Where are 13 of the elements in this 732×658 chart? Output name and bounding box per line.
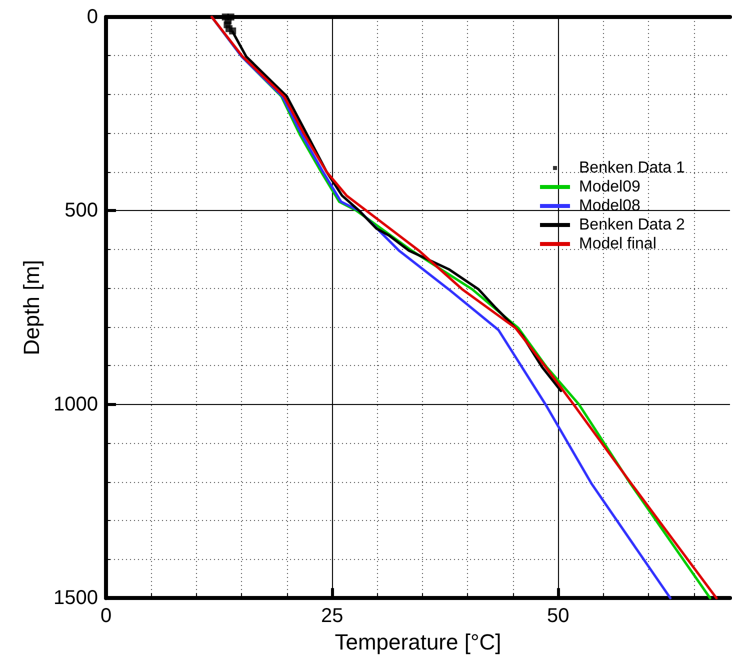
y-axis-title: Depth [m] [19, 260, 44, 356]
x-tick-label: 25 [320, 605, 344, 628]
y-tick-label: 500 [64, 200, 98, 222]
y-tick-label: 0 [86, 6, 98, 28]
x-axis-title: Temperature [°C] [334, 630, 502, 654]
legend-label: Model09 [579, 178, 640, 196]
x-tick-label: 0 [100, 605, 112, 628]
legend-label: Benken Data 1 [579, 160, 685, 176]
legend-label: Model final [579, 236, 656, 252]
legend-label: Benken Data 2 [579, 216, 685, 234]
x-tick-label: 50 [547, 605, 570, 628]
y-tick-label: 1500 [54, 587, 98, 610]
y-tick-label: 1000 [54, 393, 98, 416]
